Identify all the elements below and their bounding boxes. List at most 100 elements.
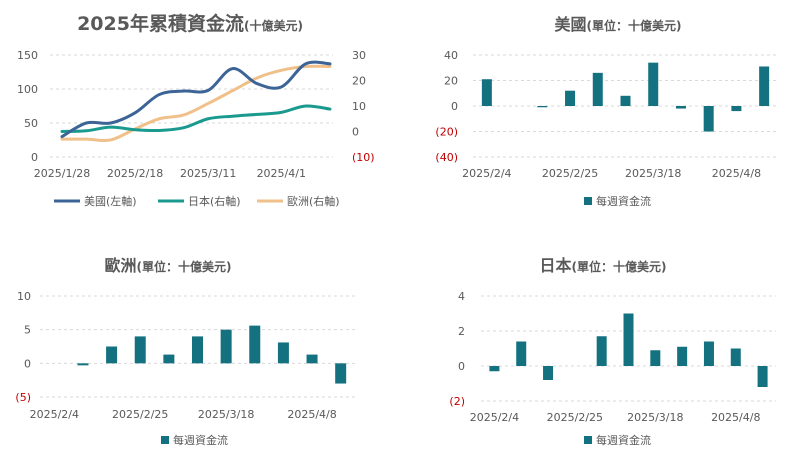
y-axis-tick-label: 2 xyxy=(458,325,465,338)
x-axis-tick-label: 2025/4/8 xyxy=(287,408,336,421)
right-axis-tick-label: (10) xyxy=(352,151,375,164)
us-bars xyxy=(481,62,770,132)
europe-gridlines xyxy=(40,295,355,398)
legend-swatch xyxy=(161,436,169,444)
x-axis-tick-label: 2025/2/4 xyxy=(470,411,519,424)
us-title-main: 美國 xyxy=(555,15,587,34)
japan-gridlines xyxy=(481,295,776,402)
series-line xyxy=(60,60,332,139)
bar xyxy=(516,341,527,366)
bar xyxy=(192,336,203,364)
europe-title-main: 歐洲 xyxy=(105,256,137,275)
bar xyxy=(306,354,318,364)
bar xyxy=(648,62,659,106)
bar xyxy=(537,106,548,108)
cumulative-title-main: 2025年累積資金流 xyxy=(77,12,244,35)
y-axis-tick-label: 40 xyxy=(444,49,458,62)
cumulative-x-axis-ticks: 2025/1/28 2025/2/18 2025/3/11 2025/4/1 xyxy=(34,167,306,180)
bar xyxy=(675,106,686,109)
x-axis-tick-label: 2025/3/18 xyxy=(198,408,254,421)
y-axis-tick-label: 0 xyxy=(24,357,31,370)
x-axis-tick-label: 2025/2/25 xyxy=(547,411,603,424)
left-axis-tick-label: 0 xyxy=(31,151,38,164)
x-axis-tick-label: 2025/3/11 xyxy=(180,167,236,180)
bar xyxy=(134,336,146,364)
y-axis-tick-label: 5 xyxy=(24,324,31,337)
y-axis-tick-label: (5) xyxy=(15,391,31,404)
europe-y-axis-ticks: 10 5 0 (5) xyxy=(15,290,31,404)
x-axis-tick-label: 2025/4/8 xyxy=(712,167,761,180)
bar xyxy=(731,106,742,112)
legend-label: 每週資金流 xyxy=(596,433,651,447)
bar xyxy=(759,66,770,106)
legend-swatch xyxy=(584,197,592,205)
legend-label: 美國(左軸) xyxy=(84,194,137,208)
cumulative-gridlines xyxy=(50,54,333,158)
europe-bars xyxy=(77,325,347,384)
us-chart-title: 美國(單位：十億美元) xyxy=(555,15,682,34)
y-axis-tick-label: (40) xyxy=(435,151,458,164)
bar xyxy=(277,342,289,364)
cumulative-title-suffix: (十億美元) xyxy=(244,18,303,33)
x-axis-tick-label: 2025/1/28 xyxy=(34,167,90,180)
japan-legend: 每週資金流 xyxy=(584,433,651,447)
left-axis-tick-label: 100 xyxy=(17,83,38,96)
us-title-suffix: (單位：十億美元) xyxy=(587,18,682,33)
bar xyxy=(249,325,261,364)
us-x-axis-ticks: 2025/2/4 2025/2/25 2025/3/18 2025/4/8 xyxy=(462,167,761,180)
europe-legend: 每週資金流 xyxy=(161,433,228,447)
left-axis-tick-label: 150 xyxy=(17,49,38,62)
x-axis-tick-label: 2025/2/18 xyxy=(107,167,163,180)
y-axis-tick-label: 10 xyxy=(17,290,31,303)
y-axis-tick-label: 4 xyxy=(458,290,465,303)
x-axis-tick-label: 2025/3/18 xyxy=(627,411,683,424)
us-legend: 每週資金流 xyxy=(584,194,651,208)
legend-label: 每週資金流 xyxy=(173,433,228,447)
bar xyxy=(163,354,175,364)
bar xyxy=(730,348,741,366)
y-axis-tick-label: (2) xyxy=(449,395,465,408)
legend-label: 每週資金流 xyxy=(596,194,651,208)
x-axis-tick-label: 2025/4/1 xyxy=(257,167,306,180)
bar xyxy=(106,346,118,364)
bar xyxy=(677,346,688,366)
japan-x-axis-ticks: 2025/2/4 2025/2/25 2025/3/18 2025/4/8 xyxy=(470,411,761,424)
japan-chart: 日本(單位：十億美元) 4 2 0 (2) 2025/2/4 2025/2/25 2025… xyxy=(449,256,776,447)
y-axis-tick-label: 0 xyxy=(458,360,465,373)
left-axis-tick-label: 50 xyxy=(24,117,38,130)
cumulative-chart-title: 2025年累積資金流(十億美元) xyxy=(77,12,303,35)
y-axis-tick-label: 0 xyxy=(451,100,458,113)
bar xyxy=(592,72,603,106)
bar xyxy=(543,366,554,380)
bar xyxy=(623,313,634,366)
right-axis-tick-label: 0 xyxy=(352,126,359,139)
series-line xyxy=(60,104,332,133)
us-y-axis-ticks: 40 20 0 (20) (40) xyxy=(435,49,458,164)
y-axis-tick-label: (20) xyxy=(435,126,458,139)
japan-bars xyxy=(489,313,768,387)
legend-label: 歐洲(右軸) xyxy=(287,194,340,208)
europe-x-axis-ticks: 2025/2/4 2025/2/25 2025/3/18 2025/4/8 xyxy=(30,408,337,421)
bar xyxy=(335,363,347,384)
x-axis-tick-label: 2025/3/18 xyxy=(625,167,681,180)
japan-chart-title: 日本(單位：十億美元) xyxy=(540,256,667,275)
bar xyxy=(220,329,232,364)
cumulative-series-lines xyxy=(60,60,332,143)
bar xyxy=(650,350,661,366)
x-axis-tick-label: 2025/2/25 xyxy=(542,167,598,180)
japan-title-suffix: (單位：十億美元) xyxy=(572,259,667,274)
y-axis-tick-label: 20 xyxy=(444,75,458,88)
bar xyxy=(489,366,500,372)
bar xyxy=(565,90,576,106)
x-axis-tick-label: 2025/2/25 xyxy=(112,408,168,421)
series-line xyxy=(60,64,332,143)
cumulative-legend: 美國(左軸) 日本(右軸) 歐洲(右軸) xyxy=(54,194,340,208)
europe-title-suffix: (單位：十億美元) xyxy=(137,259,232,274)
bar xyxy=(620,95,631,106)
bar xyxy=(596,336,607,366)
bar xyxy=(703,106,714,132)
